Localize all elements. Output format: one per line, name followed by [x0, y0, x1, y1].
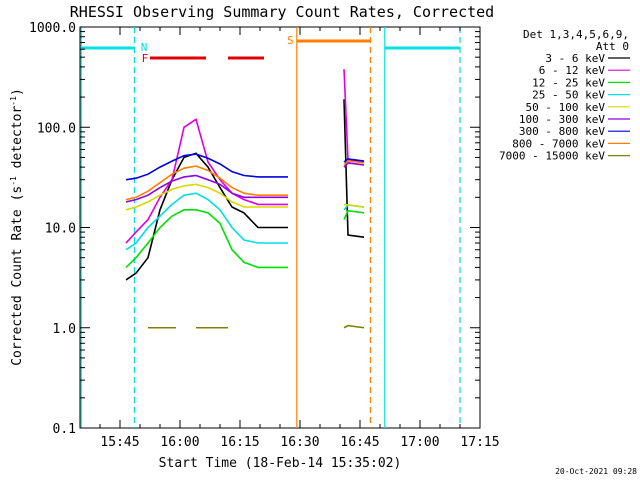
flag-label-s: S: [287, 34, 294, 47]
x-tick-label: 16:30: [280, 435, 319, 450]
x-tick-label: 16:15: [220, 435, 259, 450]
timestamp: 20-Oct-2021 09:28: [555, 467, 637, 476]
legend-label: 7000 - 15000 keV: [499, 150, 605, 163]
series-lines: [125, 69, 365, 329]
y-axis-ticks: 1000.0 100.0 10.0 1.0 0.1: [29, 21, 480, 437]
legend-label: 100 - 300 keV: [519, 113, 605, 126]
legend-label: 25 - 50 keV: [532, 89, 605, 102]
series-segment-2: [343, 203, 365, 208]
series-line: [125, 118, 288, 244]
x-axis-title: Start Time (18-Feb-14 15:35:02): [159, 456, 402, 471]
series-line: [125, 183, 288, 211]
y-tick-label: 10.0: [45, 222, 76, 237]
x-tick-label: 16:45: [340, 435, 379, 450]
series-line: [125, 192, 288, 251]
series-segment-2: [343, 69, 365, 163]
x-tick-label: 16:00: [160, 435, 199, 450]
y-tick-label: 0.1: [53, 422, 76, 437]
y-axis-title-mid: detector: [10, 106, 25, 177]
series-segment-2: [343, 99, 365, 239]
legend-label: 50 - 100 keV: [526, 101, 606, 114]
y-axis-title-end: ): [10, 88, 25, 96]
series-segment-2: [343, 209, 365, 220]
time-markers: [80, 27, 461, 428]
series-line: [125, 209, 288, 269]
series-line: [125, 174, 288, 203]
y-axis-title-sup2: -1: [9, 96, 18, 106]
series-segment-2: [343, 162, 365, 168]
plot-area: NF S: [79, 26, 481, 429]
series-segment-2: [343, 158, 365, 163]
y-tick-label: 1000.0: [29, 21, 76, 36]
legend-header-1: Det 1,3,4,5,6,9,: [523, 28, 629, 41]
series-segment-2: [343, 324, 365, 329]
x-tick-label: 17:15: [460, 435, 499, 450]
flag-label-n: N: [141, 41, 148, 54]
flag-layer: NF S: [81, 34, 460, 65]
legend-label: 12 - 25 keV: [532, 76, 605, 89]
x-axis-ticks: 15:45 16:00 16:15 16:30 16:45 17:00 17:15: [99, 27, 500, 450]
series-segment-2: [343, 160, 365, 166]
y-axis-title-main: Corrected Count Rate (s: [10, 186, 25, 366]
chart-title: RHESSI Observing Summary Count Rates, Co…: [70, 3, 494, 21]
series-line: [125, 153, 288, 181]
flag-label-f: F: [142, 52, 149, 65]
legend-label: 6 - 12 keV: [539, 64, 606, 77]
legend-label: 800 - 7000 keV: [512, 137, 605, 150]
x-tick-label: 17:00: [400, 435, 439, 450]
y-axis-title-sup1: -1: [9, 176, 18, 186]
y-tick-label: 100.0: [37, 121, 76, 136]
series-line: [125, 165, 288, 201]
y-axis-title: Corrected Count Rate (s-1 detector-1): [9, 88, 25, 366]
legend-label: 300 - 800 keV: [519, 125, 605, 138]
x-tick-label: 15:45: [100, 435, 139, 450]
legend-label: 3 - 6 keV: [545, 52, 605, 65]
legend-header-2: Att 0: [596, 40, 629, 53]
y-tick-label: 1.0: [53, 322, 76, 337]
